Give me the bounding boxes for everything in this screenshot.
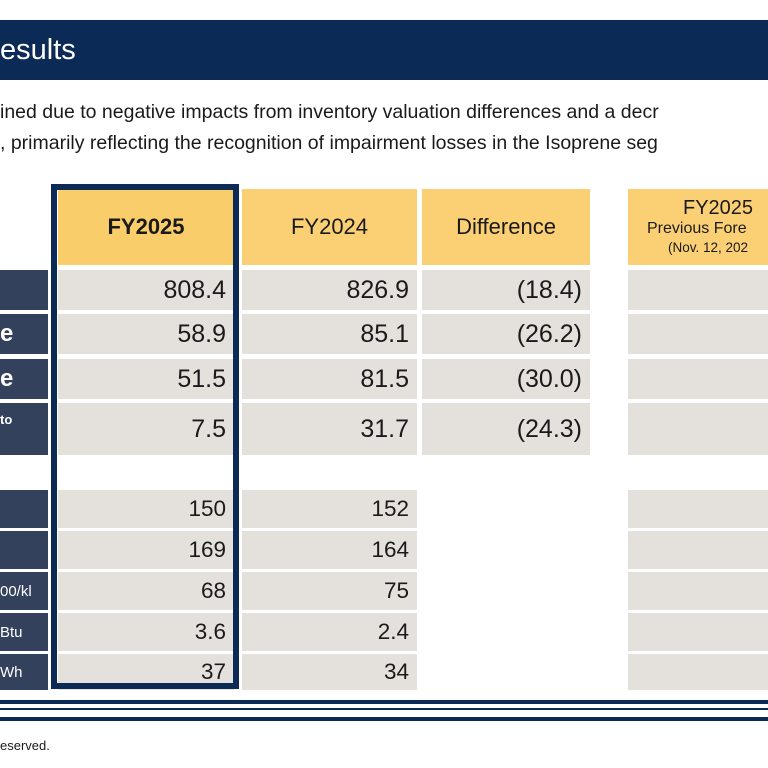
table-cell-difference: (18.4): [422, 270, 590, 310]
row-label-3: e: [0, 359, 48, 399]
footer-rule-mid: [0, 708, 768, 710]
table-cell-fy2024: 31.7: [242, 403, 417, 455]
summary-line-2: , primarily reflecting the recognition o…: [0, 132, 658, 154]
column-header-forecast: FY2025 Previous Fore (Nov. 12, 202: [628, 189, 768, 265]
table-cell-fy2024: 34: [242, 654, 417, 690]
forecast-header-line-2: Previous Fore: [647, 220, 747, 237]
table-cell-fy2025: 3.6: [58, 613, 234, 651]
table-cell-fy2025: 58.9: [58, 314, 234, 354]
table-cell-fy2024: 81.5: [242, 359, 417, 399]
table-cell-fy2025: 7.5: [58, 403, 234, 455]
forecast-header-line-1: FY2025: [683, 197, 754, 219]
table-cell-forecast: [628, 654, 768, 690]
copyright-text: eserved.: [0, 738, 50, 753]
table-cell-fy2024: 85.1: [242, 314, 417, 354]
table-cell-difference: (30.0): [422, 359, 590, 399]
row-label-8: Btu: [0, 613, 48, 651]
row-label-7: 00/kl: [0, 572, 48, 610]
forecast-header-line-3: (Nov. 12, 202: [668, 240, 749, 255]
table-cell-fy2024: 826.9: [242, 270, 417, 310]
table-cell-fy2024: 75: [242, 572, 417, 610]
page-title: esults: [0, 34, 76, 66]
table-cell-difference: (24.3): [422, 403, 590, 455]
summary-line-1: ined due to negative impacts from invent…: [0, 101, 659, 123]
table-cell-fy2024: 152: [242, 490, 417, 528]
title-bar: esults: [0, 20, 768, 80]
table-cell-forecast: [628, 572, 768, 610]
table-cell-forecast: [628, 490, 768, 528]
table-cell-forecast: 81: [628, 270, 768, 310]
table-cell-forecast: [628, 613, 768, 651]
row-label-9: Wh: [0, 654, 48, 690]
table-cell-forecast: 6: [628, 314, 768, 354]
table-cell-fy2025: 37: [58, 654, 234, 690]
row-label-2: e: [0, 314, 48, 354]
table-cell-forecast: [628, 531, 768, 569]
column-header-difference: Difference: [422, 189, 590, 265]
table-cell-fy2025: 169: [58, 531, 234, 569]
table-cell-fy2024: 2.4: [242, 613, 417, 651]
summary-text: ined due to negative impacts from invent…: [0, 97, 768, 159]
footer-rule-bottom: [0, 717, 768, 721]
column-header-fy2024: FY2024: [242, 189, 417, 265]
table-cell-fy2025: 150: [58, 490, 234, 528]
table-cell-forecast: 5: [628, 359, 768, 399]
footer-rule-thick: [0, 700, 768, 704]
table-cell-fy2025: 68: [58, 572, 234, 610]
table-cell-difference: (26.2): [422, 314, 590, 354]
column-header-fy2025-label: FY2025: [107, 214, 185, 239]
table-cell-fy2025: 808.4: [58, 270, 234, 310]
row-label-6: [0, 531, 48, 569]
row-label-5: [0, 490, 48, 528]
column-header-fy2025: FY2025: [58, 189, 234, 265]
row-label-4: to: [0, 403, 48, 455]
column-header-fy2024-label: FY2024: [290, 214, 369, 239]
column-header-difference-label: Difference: [456, 214, 556, 239]
table-cell-forecast: 2: [628, 403, 768, 455]
table-cell-fy2024: 164: [242, 531, 417, 569]
table-cell-fy2025: 51.5: [58, 359, 234, 399]
row-label-1: [0, 270, 48, 310]
